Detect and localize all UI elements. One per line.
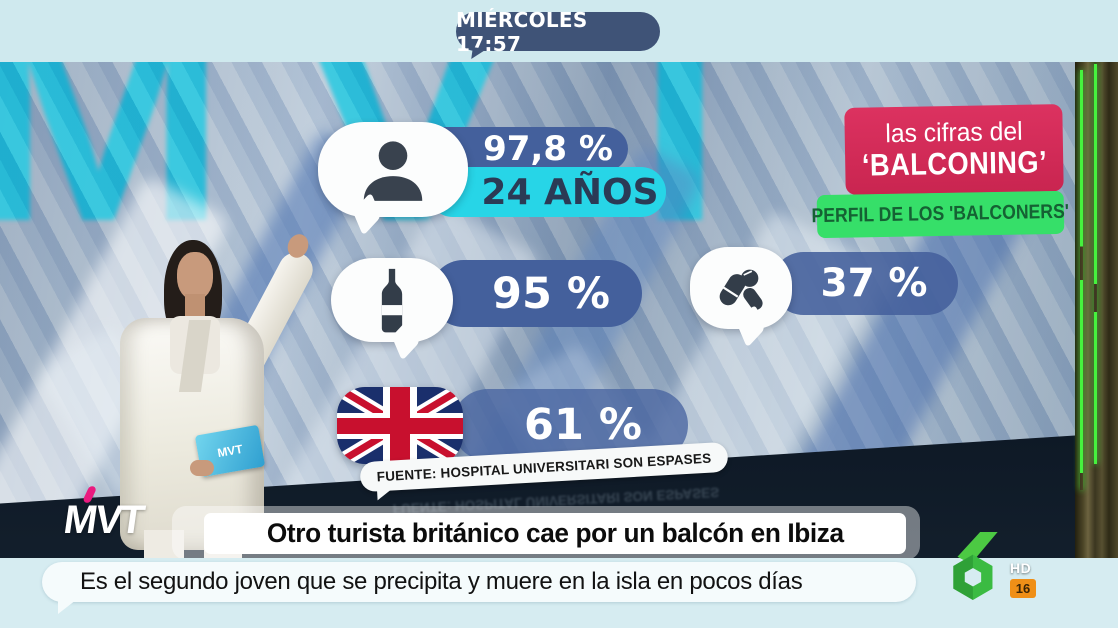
topic-subtitle-panel: PERFIL DE LOS 'BALCONERS' [812, 190, 1069, 239]
presenter: MVT [92, 231, 332, 568]
stat-age-value: 97,8 % [483, 129, 613, 169]
age-rating-badge: 16 [1010, 579, 1036, 598]
ticker-banner: Es el segundo joven que se precipita y m… [42, 562, 916, 614]
studio-set-edge [1075, 62, 1118, 628]
topic-title-line1: las cifras del [884, 115, 1023, 149]
headline-banner: Otro turista británico cae por un balcón… [204, 513, 906, 554]
pills-icon [719, 269, 763, 310]
presenter-face [177, 252, 213, 300]
stat-drugs-bubble [690, 247, 792, 348]
presenter-neck [185, 294, 205, 320]
stat-drugs-value-pill: 37 % [772, 252, 958, 315]
program-logo-text: MVT [60, 498, 146, 542]
ticker-text: Es el segundo joven que se precipita y m… [80, 568, 803, 595]
topic-title-panel: las cifras del ‘BALCONING’ [844, 104, 1064, 195]
uk-flag-icon [337, 387, 463, 464]
bottle-icon [381, 268, 403, 333]
neon-light-strip [1094, 64, 1097, 464]
stat-alcohol-value-pill: 95 % [430, 260, 642, 327]
lasexta-logo [953, 532, 998, 600]
stat-alcohol-value: 95 % [492, 268, 610, 319]
stat-age-secondary: 24 AÑOS [481, 171, 659, 213]
hd-badge: HD [1010, 560, 1032, 576]
headline-text: Otro turista británico cae por un balcón… [266, 518, 844, 548]
time-badge-text: MIÉRCOLES 17:57 [456, 7, 588, 56]
topic-title-line2: ‘BALCONING’ [861, 144, 1048, 183]
person-icon [363, 140, 423, 201]
stat-drugs-value: 37 % [820, 261, 928, 306]
time-badge: MIÉRCOLES 17:57 [456, 8, 660, 56]
age-rating-text: 16 [1015, 581, 1031, 596]
presenter-hand [190, 460, 214, 476]
program-logo: MVT [60, 485, 146, 543]
stat-british-value: 61 % [524, 400, 642, 450]
stat-alcohol-bubble [331, 258, 453, 361]
topic-subtitle: PERFIL DE LOS 'BALCONERS' [811, 200, 1070, 228]
neon-light-strip [1080, 70, 1083, 490]
stat-age-bubble [318, 122, 468, 236]
